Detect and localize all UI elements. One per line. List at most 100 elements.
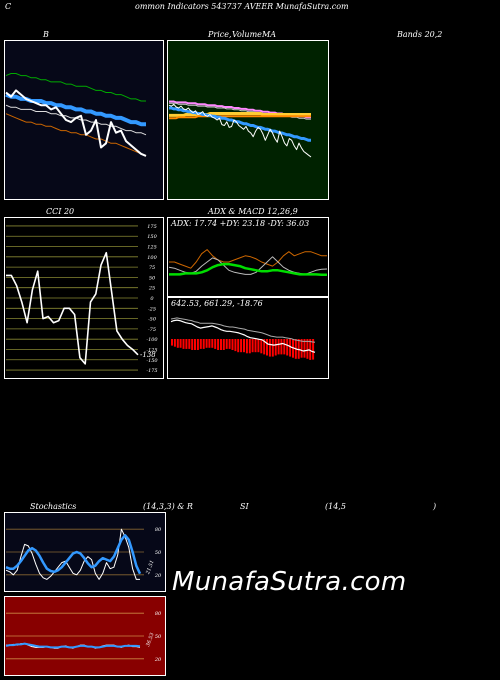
cci-tick-label: -50: [148, 317, 157, 323]
macd-histogram-bar: [205, 339, 208, 348]
cci-tick-label: -100: [146, 337, 158, 343]
macd-histogram-bar: [228, 339, 231, 349]
cci-tick-label: 0: [150, 296, 154, 302]
stochastics-tick-label: 50: [155, 550, 162, 556]
price-ma-price-line: [168, 103, 312, 158]
cci-tick-label: 100: [147, 255, 157, 261]
macd-histogram-bar: [234, 339, 237, 352]
cci-tick-label: -175: [146, 368, 157, 374]
macd-histogram-bar: [196, 339, 199, 350]
macd-histogram-bar: [214, 339, 217, 349]
macd-histogram-bar: [251, 339, 254, 353]
macd-histogram-bar: [300, 339, 303, 358]
macd-histogram-bar: [231, 339, 234, 350]
price-ma-yellow-line: [169, 112, 311, 117]
cci-line: [6, 251, 139, 365]
cci-title: CCI 20: [46, 207, 75, 216]
adx-minus-dy-line: [169, 249, 327, 269]
adx-background: [167, 217, 329, 297]
rsi-tick-label: 50: [155, 634, 162, 640]
macd-histogram-bar: [254, 339, 257, 353]
macd-histogram-bar: [271, 339, 274, 357]
macd-histogram-bar: [188, 339, 191, 349]
price-ma-chart: [167, 40, 329, 200]
cci-value-label: -138: [140, 351, 156, 359]
cci-tick-label: 50: [149, 275, 156, 281]
macd-background: [167, 297, 329, 379]
cci-tick-label: 125: [147, 245, 157, 251]
macd-histogram-bar: [194, 339, 196, 350]
macd-histogram-bar: [280, 339, 283, 355]
macd-histogram-bar: [297, 339, 300, 359]
macd-histogram-bar: [277, 339, 280, 355]
macd-histogram-bar: [173, 339, 176, 347]
macd-histogram-bar: [283, 339, 286, 355]
stoch-title: Stochastics: [30, 502, 77, 511]
stochastics-tick-label: 20: [154, 573, 162, 579]
macd-histogram-bar: [225, 339, 228, 349]
macd-chart: [167, 297, 329, 379]
macd-histogram-bar: [208, 339, 211, 348]
macd-histogram-bar: [309, 339, 312, 360]
macd-line: [170, 319, 316, 353]
stochastics-tick-label: 80: [155, 527, 162, 533]
macd-histogram-bar: [248, 339, 251, 354]
macd-histogram-bar: [268, 339, 271, 357]
price-ma-background: [167, 40, 329, 200]
macd-histogram-bar: [260, 339, 263, 354]
adx-chart: [167, 217, 329, 297]
stochastics-k-line: [5, 534, 142, 575]
rsi-value-label: 36.53: [145, 632, 156, 648]
bollinger-price-line: [5, 89, 147, 157]
cci-chart: 175 150 125 100 75 50 25 0 -25 -50 -75 -100 -125 -150…: [4, 217, 164, 379]
watermark: MunafaSutra.com: [172, 567, 407, 597]
stochastics-d-line: [5, 528, 140, 580]
adx-line: [169, 262, 327, 276]
macd-histogram-bar: [245, 339, 248, 354]
macd-histogram-bar: [182, 339, 185, 349]
macd-histogram-bar: [266, 339, 268, 356]
macd-histogram-bar: [220, 339, 222, 350]
rsi-line: [5, 642, 141, 649]
macd-histogram-bar: [263, 339, 266, 355]
bollinger-lower-band: [5, 113, 147, 157]
price-ma-title: Price,: [208, 30, 232, 39]
macd-histogram-bar: [237, 339, 240, 353]
cci-tick-label: 175: [147, 224, 157, 230]
macd-histogram-bar: [240, 339, 243, 353]
cci-tick-label: 150: [147, 234, 157, 240]
macd-histogram-bar: [222, 339, 225, 350]
macd-histogram-bar: [211, 339, 214, 348]
stochastics-value-label: 21.51: [145, 560, 156, 576]
bollinger-upper-band: [5, 73, 146, 102]
rsi-tick-label: 80: [155, 611, 162, 617]
stoch-title-e: ): [433, 502, 437, 511]
macd-histogram-bar: [202, 339, 205, 349]
price-ma-title-c: MA: [262, 30, 276, 39]
adx-macd-title: ADX & MACD 12,26,9: [208, 207, 298, 216]
price-ma-title-b: Volume: [232, 30, 262, 39]
cci-tick-label: -75: [148, 327, 156, 333]
cci-tick-label: -25: [148, 306, 156, 312]
bands-title: Bands 20,2: [397, 30, 443, 39]
stoch-title-c: SI: [240, 502, 249, 511]
macd-histogram-bar: [199, 339, 202, 349]
cci-tick-label: 75: [149, 265, 155, 271]
macd-histogram-bar: [289, 339, 292, 357]
macd-histogram-bar: [303, 339, 306, 358]
macd-histogram-bar: [274, 339, 277, 356]
macd-histogram-bar: [306, 339, 309, 359]
rsi-chart: 80 50 20 36.53: [4, 596, 166, 676]
stoch-title-d: (14,5: [325, 502, 346, 511]
macd-histogram-bar: [185, 339, 188, 349]
macd-histogram-bar: [176, 339, 179, 348]
cci-tick-label: -125: [146, 347, 157, 353]
cci-tick-label: -150: [146, 358, 158, 364]
stoch-title-b: (14,3,3) & R: [143, 502, 193, 511]
macd-signal-line: [170, 317, 316, 343]
header-title: ommon Indicators 543737 AVEER MunafaSutr…: [135, 2, 349, 11]
macd-histogram-bar: [179, 339, 182, 348]
macd-histogram-bar: [191, 339, 194, 350]
bollinger-chart: [4, 40, 164, 200]
